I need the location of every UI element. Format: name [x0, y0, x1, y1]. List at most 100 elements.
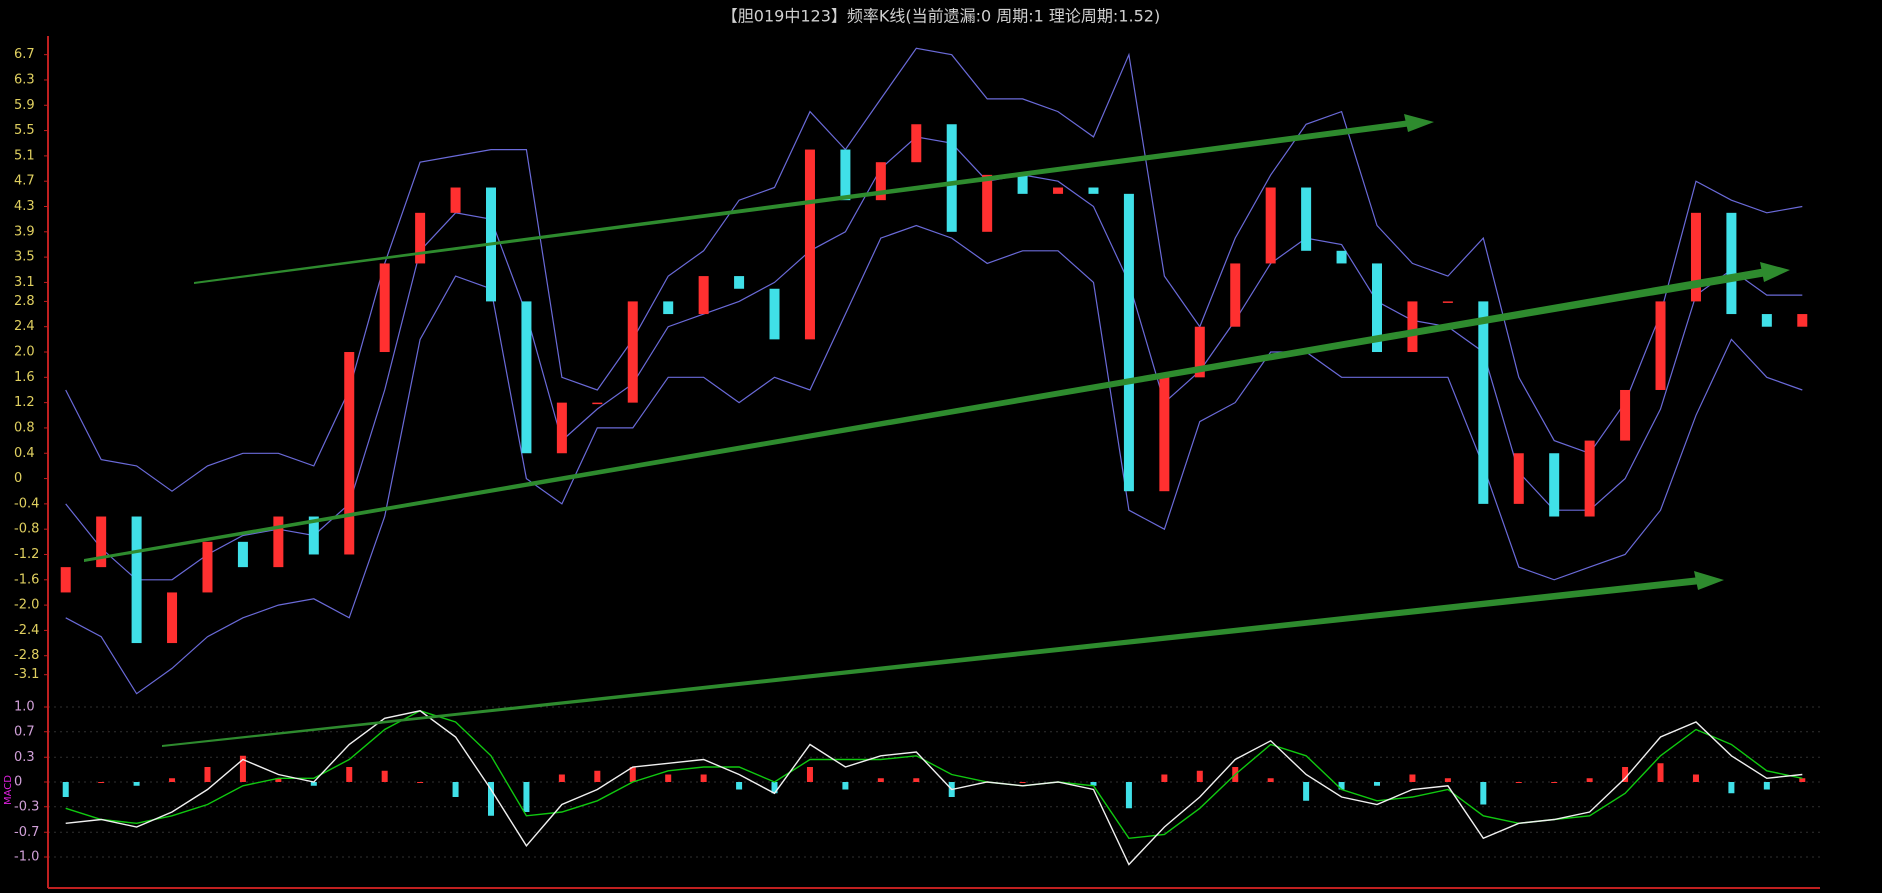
candle	[415, 212, 426, 264]
y-tick-label: -1.2	[14, 547, 39, 562]
candle	[1336, 250, 1347, 264]
candle	[911, 124, 922, 163]
y-tick-label: 5.1	[14, 148, 35, 163]
band-line	[65, 47, 1803, 492]
y-tick-label: -3.1	[14, 667, 39, 682]
y-tick-label: 1.2	[14, 395, 35, 410]
histogram-bar	[1267, 778, 1274, 782]
candle	[592, 402, 603, 405]
histogram-bar	[558, 774, 565, 782]
histogram-bar	[381, 770, 388, 782]
y-tick-label: -0.3	[14, 799, 39, 814]
histogram-bar	[488, 782, 494, 816]
chart-title: 【胆019中123】频率K线(当前遗漏:0 周期:1 理论周期:1.52)	[722, 7, 1160, 26]
candle	[663, 301, 674, 315]
histogram-bar	[594, 770, 601, 782]
histogram-bar	[1692, 774, 1699, 782]
candle	[1017, 174, 1028, 194]
candle	[167, 592, 178, 644]
y-tick-label: 0	[14, 775, 22, 790]
histogram-bar	[1019, 782, 1026, 783]
candle	[734, 276, 745, 289]
histogram-bar	[1480, 782, 1487, 805]
candle	[1726, 212, 1737, 315]
y-tick-label: -0.7	[14, 825, 39, 840]
candle	[804, 149, 815, 340]
candle	[379, 263, 390, 353]
y-tick-label: 3.1	[14, 275, 35, 290]
candle	[1655, 301, 1666, 390]
arrow-head	[1694, 571, 1724, 590]
histogram-bar	[629, 767, 636, 782]
y-tick-label: 5.9	[14, 98, 35, 113]
candle	[698, 276, 709, 315]
histogram-bar	[877, 778, 884, 782]
arrow-head	[1760, 262, 1790, 282]
y-tick-label: -1.6	[14, 572, 39, 587]
histogram-bar	[1622, 767, 1629, 782]
candle	[202, 541, 213, 593]
candle	[60, 567, 71, 593]
histogram-bar	[736, 782, 743, 790]
histogram-bar	[806, 767, 813, 782]
candle	[627, 301, 638, 403]
y-tick-label: -2.4	[14, 623, 39, 638]
y-tick-label: 0.4	[14, 446, 35, 461]
y-tick-label: 0.8	[14, 420, 35, 435]
histogram-bar	[1196, 770, 1203, 782]
histogram-bar	[346, 767, 353, 782]
histogram-bar	[1728, 782, 1735, 794]
histogram-bar	[1409, 774, 1416, 782]
candle	[1372, 263, 1382, 353]
dif-line	[65, 710, 1803, 866]
arrow-head	[1404, 114, 1434, 132]
y-tick-label: 4.7	[14, 174, 35, 189]
candle	[1159, 377, 1170, 492]
y-tick-label: -2.0	[14, 598, 39, 613]
histogram-bar	[665, 774, 672, 782]
candle	[131, 516, 142, 644]
y-tick-label: 1.6	[14, 370, 35, 385]
y-tick-label: 3.5	[14, 250, 35, 265]
histogram-bar	[275, 778, 282, 782]
candle	[1123, 193, 1134, 492]
candle	[1797, 314, 1808, 327]
trend-line	[162, 577, 1701, 747]
y-tick-label: 0	[14, 471, 22, 486]
candle	[1761, 314, 1772, 327]
histogram-bar	[1515, 782, 1522, 783]
indicator-label: MACD	[3, 775, 14, 805]
y-tick-label: 0.3	[14, 750, 35, 765]
candle	[1230, 263, 1241, 327]
histogram-bar	[1444, 778, 1451, 782]
histogram-bar	[239, 755, 246, 782]
histogram-bar	[169, 778, 176, 782]
histogram-bar	[1338, 782, 1345, 790]
candle	[840, 149, 851, 201]
histogram-bar	[452, 782, 459, 797]
candle	[1442, 301, 1453, 303]
histogram-bar	[842, 782, 849, 790]
histogram-bar	[1657, 763, 1664, 782]
histogram-bar	[1551, 782, 1558, 783]
candle	[273, 516, 284, 568]
candle	[308, 516, 319, 555]
histogram-bar	[1090, 782, 1097, 786]
band-line	[65, 136, 1803, 581]
y-tick-label: 2.8	[14, 294, 35, 309]
candle	[982, 174, 993, 232]
candle	[521, 301, 532, 454]
candle	[946, 124, 957, 232]
candle	[1301, 187, 1312, 251]
y-tick-label: 2.0	[14, 345, 35, 360]
candle	[875, 162, 886, 201]
histogram-bar	[523, 782, 530, 812]
y-tick-label: -0.4	[14, 496, 39, 511]
y-tick-label: -1.0	[14, 850, 39, 865]
trend-line	[84, 268, 1767, 562]
histogram-bar	[913, 778, 920, 782]
dea-line	[65, 710, 1803, 840]
candle	[1690, 212, 1701, 302]
candle	[1194, 326, 1205, 378]
